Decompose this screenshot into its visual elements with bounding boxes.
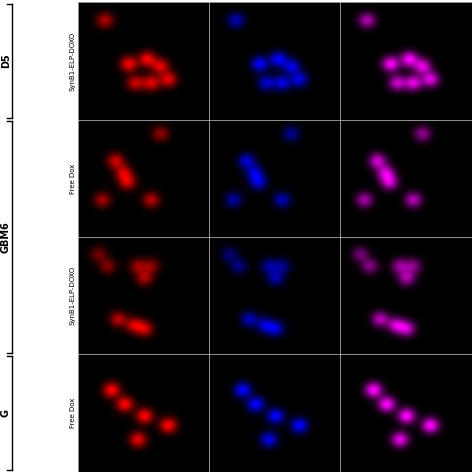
Text: Free Dox: Free Dox bbox=[70, 398, 76, 428]
Text: D5: D5 bbox=[0, 54, 11, 68]
Text: GBM6: GBM6 bbox=[0, 221, 11, 253]
Text: SynB1-ELP-DOXO: SynB1-ELP-DOXO bbox=[70, 31, 76, 91]
Text: SynB1-ELP-DOXO: SynB1-ELP-DOXO bbox=[70, 266, 76, 325]
Text: G: G bbox=[0, 409, 11, 417]
Text: Free Dox: Free Dox bbox=[70, 163, 76, 193]
